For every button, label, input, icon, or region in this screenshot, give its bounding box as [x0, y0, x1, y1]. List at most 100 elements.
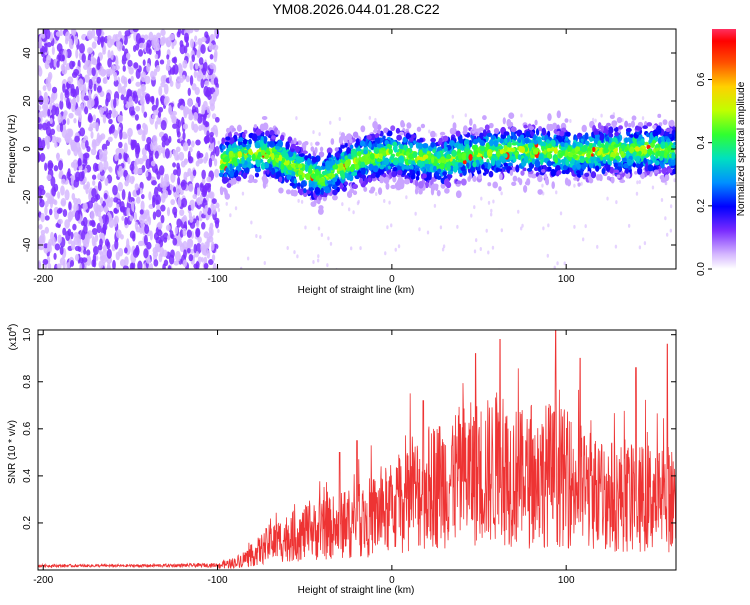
heatmap-cell [372, 165, 379, 173]
heatmap-cell [485, 228, 488, 233]
heatmap-cell [340, 132, 346, 139]
heatmap-cell [55, 106, 60, 117]
heatmap-cell [596, 244, 599, 249]
heatmap-cell [616, 162, 623, 167]
colorbar: 0.0 0.2 0.4 0.6 Normalized spectral amplitu… [696, 29, 747, 276]
heatmap-cell [64, 189, 70, 201]
heatmap-cell [68, 38, 73, 49]
heatmap-cell [174, 226, 178, 235]
heatmap-cell [472, 123, 477, 131]
heatmap-cell [167, 234, 171, 241]
heatmap-cell [155, 199, 160, 206]
heatmap-cell [246, 256, 250, 261]
y-tick-label: -20 [22, 189, 33, 204]
heatmap-cell [241, 156, 245, 165]
heatmap-cell [148, 216, 152, 226]
heatmap-cell [180, 179, 187, 191]
heatmap-cell [646, 122, 653, 127]
heatmap-cell [472, 175, 477, 182]
heatmap-cell [226, 127, 231, 134]
heatmap-cell [301, 180, 306, 187]
heatmap-cell [457, 152, 462, 160]
heatmap-cell [630, 120, 636, 128]
heatmap-cell [196, 49, 201, 59]
heatmap-cell [308, 165, 313, 170]
heatmap-cell [456, 224, 459, 229]
heatmap-cell [220, 189, 224, 196]
heatmap-cell [113, 207, 118, 214]
heatmap-cell [320, 187, 325, 196]
heatmap-cell [667, 168, 673, 174]
heatmap-cell [340, 144, 346, 149]
heatmap-cell [266, 169, 270, 175]
heatmap-cell [636, 126, 643, 131]
heatmap-cell [504, 137, 508, 145]
heatmap-cell [614, 155, 620, 160]
heatmap-cell [293, 137, 297, 145]
heatmap-cell [387, 130, 393, 137]
heatmap-cell [152, 211, 157, 221]
heatmap-cell [195, 219, 200, 228]
heatmap-cell [118, 152, 122, 160]
heatmap-cell [326, 147, 333, 155]
heatmap-cell [127, 59, 133, 67]
heatmap-cell [71, 71, 78, 79]
heatmap-cell [209, 141, 215, 151]
heatmap-cell [576, 163, 581, 170]
heatmap-cell [605, 129, 609, 135]
heatmap-cell [469, 118, 473, 126]
heatmap-cell [132, 248, 139, 258]
heatmap-cell [99, 197, 104, 205]
heatmap-cell [293, 250, 296, 255]
heatmap-cell [132, 233, 136, 242]
heatmap-cell [68, 201, 72, 211]
heatmap-cell [134, 183, 139, 191]
heatmap-cell [141, 103, 145, 114]
heatmap-cell [158, 252, 163, 263]
heatmap-cell [186, 247, 191, 254]
heatmap-cell [158, 106, 164, 113]
heatmap-cell [533, 139, 539, 145]
heatmap-cell [667, 145, 672, 152]
heatmap-cell [91, 57, 97, 64]
heatmap-cell [51, 86, 58, 94]
heatmap-cell [338, 163, 343, 171]
heatmap-cell [160, 147, 166, 154]
heatmap-cell [91, 188, 97, 198]
heatmap-cell [139, 95, 143, 105]
heatmap-cell [331, 181, 336, 185]
heatmap-cell [456, 180, 462, 185]
heatmap-cell [631, 115, 637, 121]
heatmap-cell [90, 131, 94, 139]
heatmap-cell [79, 43, 85, 54]
heatmap-cell [638, 245, 642, 250]
heatmap-cell [510, 147, 516, 152]
heatmap-cell [559, 211, 563, 216]
heatmap-cell [551, 139, 556, 147]
heatmap-cell [640, 172, 645, 180]
heatmap-cell [49, 96, 55, 104]
heatmap-cell [63, 110, 68, 116]
heatmap-cell [477, 173, 482, 180]
heatmap-cell [363, 186, 368, 192]
heatmap-cell [383, 176, 390, 184]
heatmap-cell [436, 151, 441, 160]
heatmap-cell [110, 50, 114, 61]
heatmap-cell [512, 166, 516, 172]
heatmap-cell [38, 260, 42, 269]
heatmap-cell [394, 145, 398, 151]
heatmap-cell [482, 115, 487, 121]
heatmap-cell [111, 63, 115, 75]
heatmap-cell [530, 154, 535, 159]
heatmap-cell [209, 191, 215, 199]
heatmap-cell [325, 164, 331, 171]
heatmap-cell [231, 147, 238, 153]
heatmap-cell [164, 138, 170, 146]
heatmap-cell [74, 135, 80, 143]
heatmap-cell [376, 158, 382, 163]
heatmap-cell [312, 130, 315, 135]
heatmap-cell [57, 137, 62, 144]
heatmap-cell [175, 184, 182, 194]
heatmap-cell [608, 126, 614, 134]
heatmap-cell [633, 269, 635, 273]
